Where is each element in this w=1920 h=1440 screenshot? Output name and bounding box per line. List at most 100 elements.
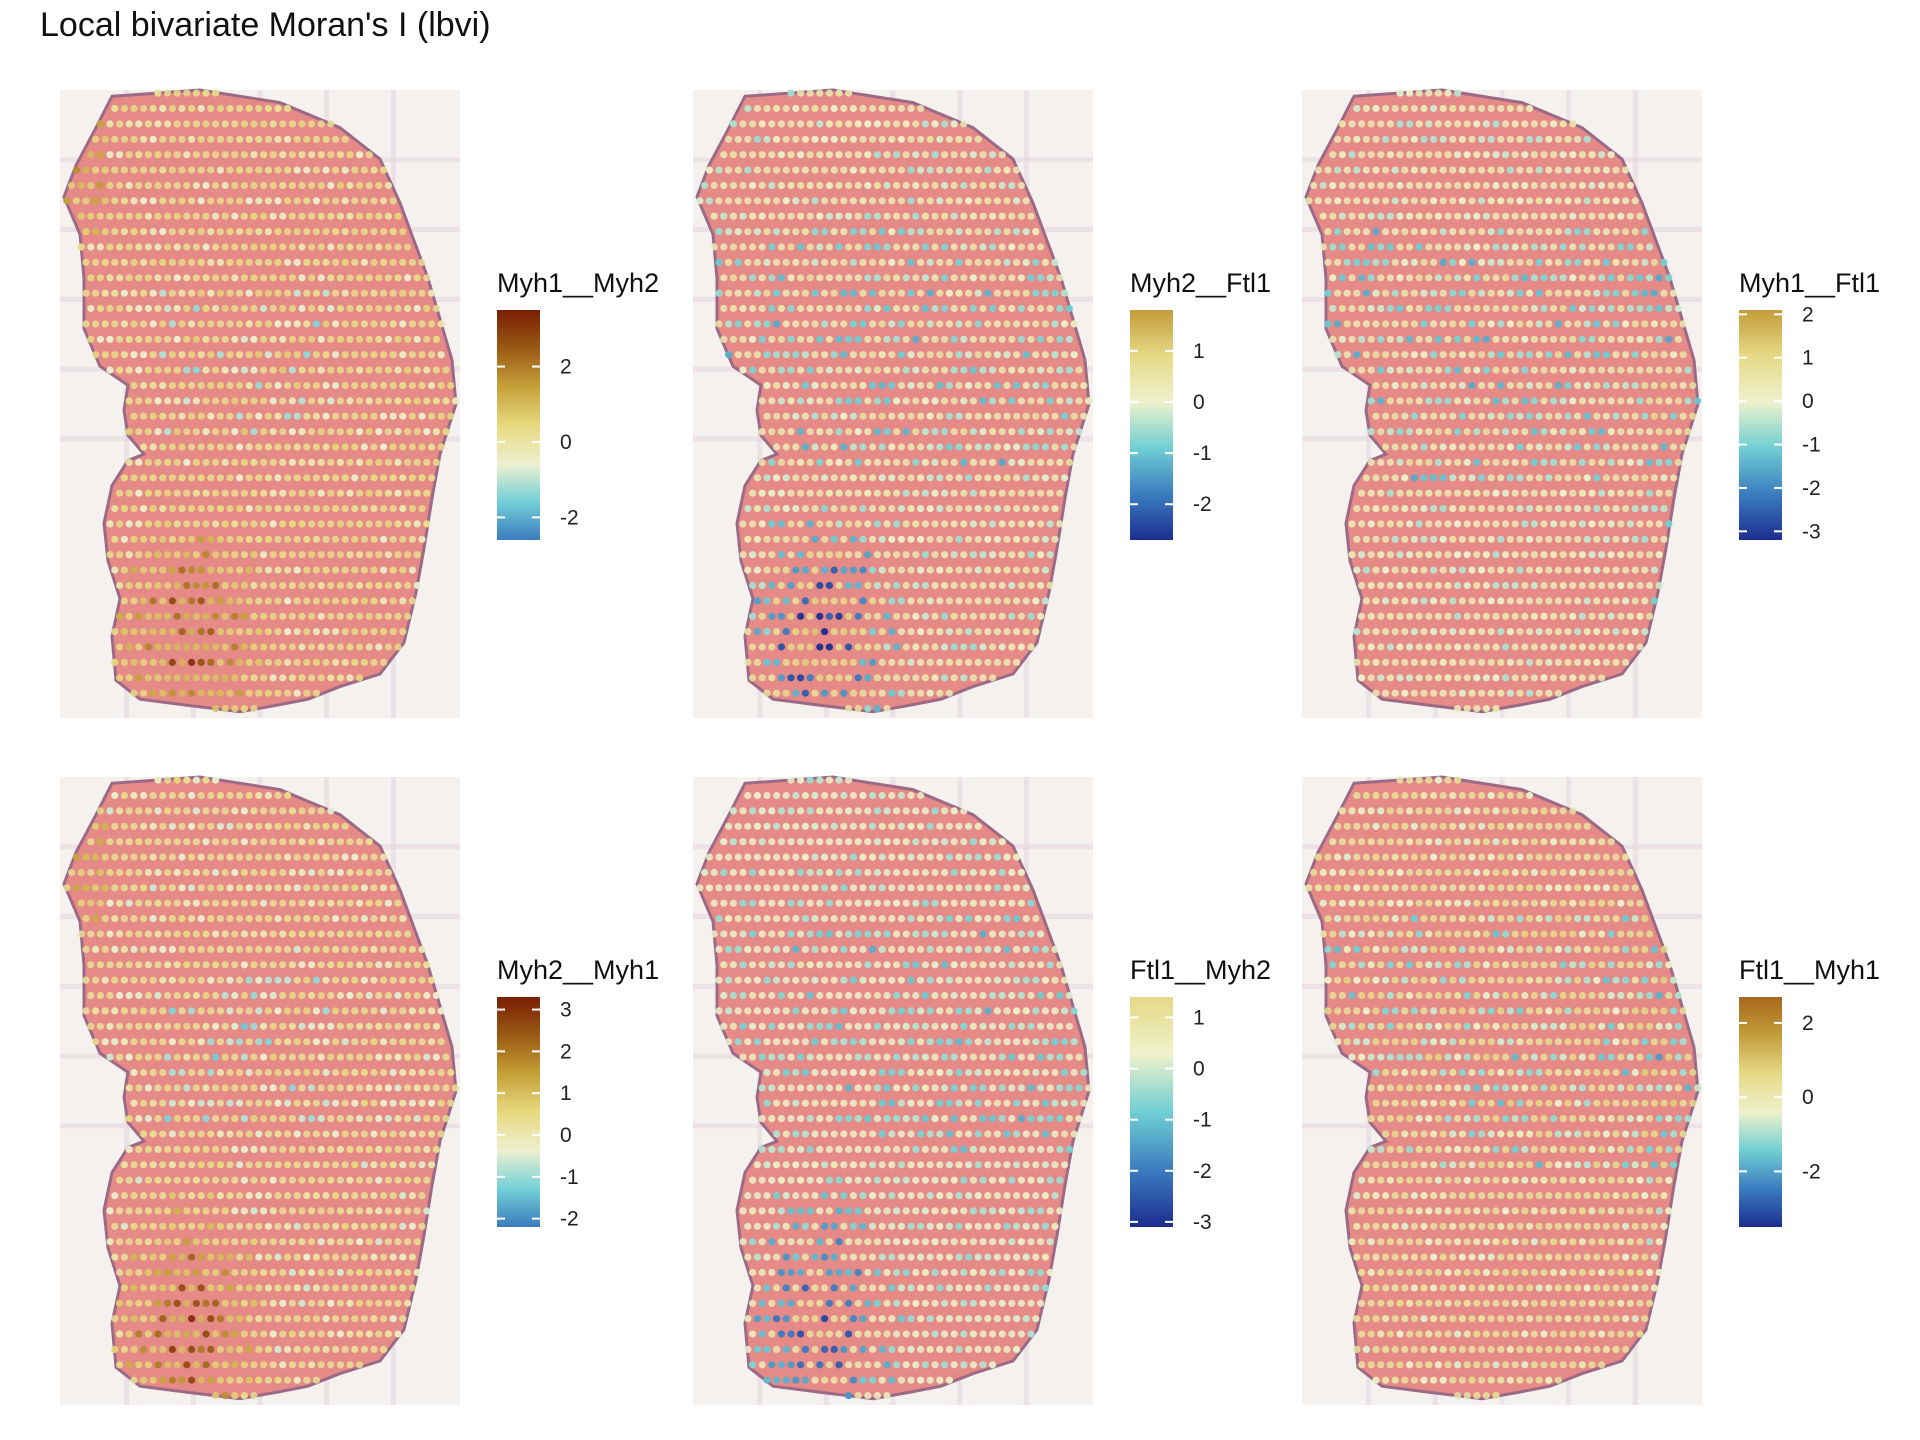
spot-point [77, 899, 85, 907]
spot-point [188, 566, 196, 574]
spot-point [274, 822, 282, 830]
spot-point [260, 930, 268, 938]
spot-point [1622, 566, 1630, 574]
spot-point [998, 551, 1006, 559]
spot-point [293, 166, 301, 174]
spot-point [1521, 212, 1529, 220]
spot-point [336, 612, 344, 620]
spot-point [212, 120, 220, 128]
spot-point [197, 689, 205, 697]
spot-point [1660, 289, 1668, 297]
spot-point [749, 151, 757, 159]
spot-point [725, 258, 733, 266]
spot-point [120, 505, 128, 513]
spot-point [274, 791, 282, 800]
spot-point [375, 930, 383, 938]
spot-point [1041, 289, 1049, 297]
spot-point [806, 397, 814, 405]
spot-point [312, 320, 320, 328]
spot-point [1540, 120, 1548, 128]
spot-point [1574, 412, 1582, 420]
spot-point [308, 304, 316, 313]
spot-point [1569, 335, 1577, 343]
spot-point [106, 243, 114, 251]
spot-point [1410, 104, 1418, 113]
spot-point [130, 1222, 138, 1230]
spot-point [1037, 458, 1045, 466]
spot-point [1391, 689, 1399, 697]
spot-point [1391, 505, 1399, 513]
spot-point [130, 1038, 138, 1046]
spot-point [1473, 120, 1481, 128]
spot-point [322, 1007, 330, 1015]
spot-point [130, 166, 138, 174]
spot-point [226, 258, 234, 266]
spot-point [1338, 151, 1346, 159]
spot-point [1506, 689, 1514, 697]
spot-point [931, 243, 939, 251]
spot-point [1583, 135, 1591, 143]
spot-point [346, 428, 354, 436]
spot-point [1449, 443, 1457, 451]
spot-point [423, 991, 431, 1000]
spot-point [998, 489, 1006, 497]
spot-point [375, 1176, 383, 1184]
spot-point [159, 658, 167, 667]
spot-point [931, 520, 939, 528]
spot-point [1444, 520, 1452, 528]
spot-point [777, 489, 786, 497]
spot-point [869, 412, 877, 420]
spot-point [1506, 566, 1514, 574]
spot-point [1574, 535, 1582, 543]
spot-point [1458, 197, 1466, 205]
spot-point [998, 397, 1006, 405]
spot-point [1535, 689, 1543, 697]
spot-point [1329, 304, 1337, 313]
spot-point [327, 868, 335, 877]
spot-point [322, 320, 330, 328]
spot-point [226, 566, 234, 574]
spot-point [317, 1022, 325, 1030]
spot-point [768, 612, 776, 620]
spot-point [341, 197, 349, 205]
spot-point [140, 258, 148, 266]
spot-point [346, 1207, 354, 1215]
spot-point [931, 612, 939, 620]
spot-point [380, 1130, 388, 1138]
spot-point [149, 566, 157, 574]
spot-point [1554, 443, 1562, 451]
spot-point [1382, 689, 1390, 697]
spot-point [1041, 474, 1049, 482]
spot-point [888, 566, 896, 574]
spot-point [1550, 151, 1558, 159]
spot-point [1569, 366, 1577, 374]
spot-point [437, 1068, 445, 1077]
spot-point [1377, 581, 1385, 590]
spot-point [332, 1222, 340, 1230]
spot-point [111, 197, 119, 205]
spot-point [140, 1099, 148, 1107]
spot-point [1530, 458, 1538, 466]
spot-point [1684, 428, 1692, 436]
spot-point [87, 1022, 95, 1030]
spot-point [1487, 628, 1495, 636]
spot-point [1502, 428, 1510, 436]
spot-point [418, 505, 426, 513]
spot-point [245, 505, 253, 513]
spot-point [907, 597, 915, 605]
spot-point [164, 243, 172, 251]
spot-point [1382, 135, 1390, 143]
spot-point [888, 104, 896, 113]
spot-point [821, 104, 829, 113]
spot-point [945, 228, 954, 236]
spot-point [1410, 689, 1418, 697]
spot-point [941, 366, 949, 374]
spot-point [336, 991, 344, 1000]
spot-point [1535, 597, 1543, 605]
spot-point [753, 566, 762, 574]
spot-point [1425, 674, 1433, 682]
spot-point [1598, 489, 1606, 497]
spot-point [389, 412, 397, 420]
spot-point [1017, 212, 1025, 220]
spot-point [413, 551, 421, 559]
